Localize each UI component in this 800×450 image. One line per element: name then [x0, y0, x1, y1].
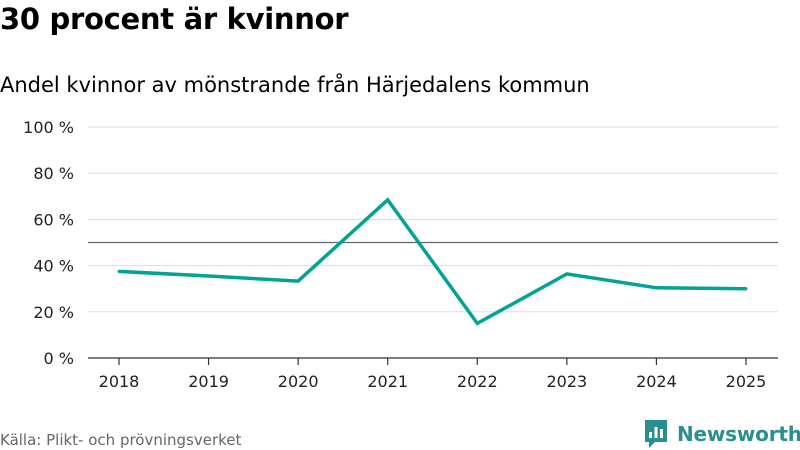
x-tick-label: 2018	[99, 372, 140, 391]
x-tick-label: 2020	[278, 372, 319, 391]
data-point	[386, 198, 390, 202]
series-line	[118, 197, 747, 326]
x-tick-label: 2021	[367, 372, 408, 391]
chart-subtitle: Andel kvinnor av mönstrande från Härjeda…	[0, 73, 590, 97]
data-point	[475, 321, 479, 325]
data-point	[296, 279, 300, 283]
x-axis-tick-labels: 2018 2019 2020 2021 2022 2023 2024 2025	[99, 372, 767, 391]
series-layer	[117, 197, 748, 326]
x-tick-label: 2023	[546, 372, 587, 391]
data-point	[565, 272, 569, 276]
x-tick-label: 2024	[636, 372, 677, 391]
data-point	[744, 287, 748, 291]
data-point	[117, 269, 121, 273]
newsworthy-logo-icon	[645, 420, 667, 448]
y-axis-tick-labels: 0 % 20 % 40 % 60 % 80 % 100 %	[23, 118, 74, 368]
source-note: Källa: Plikt- och prövningsverket	[0, 431, 242, 449]
data-point	[654, 286, 658, 290]
x-tick-label: 2025	[726, 372, 767, 391]
chart-title: 30 procent är kvinnor	[0, 2, 349, 36]
gridlines	[88, 126, 778, 313]
y-tick-label: 80 %	[33, 164, 74, 183]
y-tick-label: 0 %	[44, 349, 74, 368]
y-tick-label: 40 %	[33, 257, 74, 276]
y-tick-label: 20 %	[33, 303, 74, 322]
brand-logo[interactable]: Newsworthy	[643, 418, 800, 450]
y-tick-label: 100 %	[23, 118, 74, 137]
y-tick-label: 60 %	[33, 210, 74, 229]
x-tick-label: 2022	[457, 372, 498, 391]
x-axis	[88, 357, 778, 365]
brand-name: Newsworthy	[677, 422, 800, 446]
x-tick-label: 2019	[188, 372, 229, 391]
data-point	[207, 274, 211, 278]
